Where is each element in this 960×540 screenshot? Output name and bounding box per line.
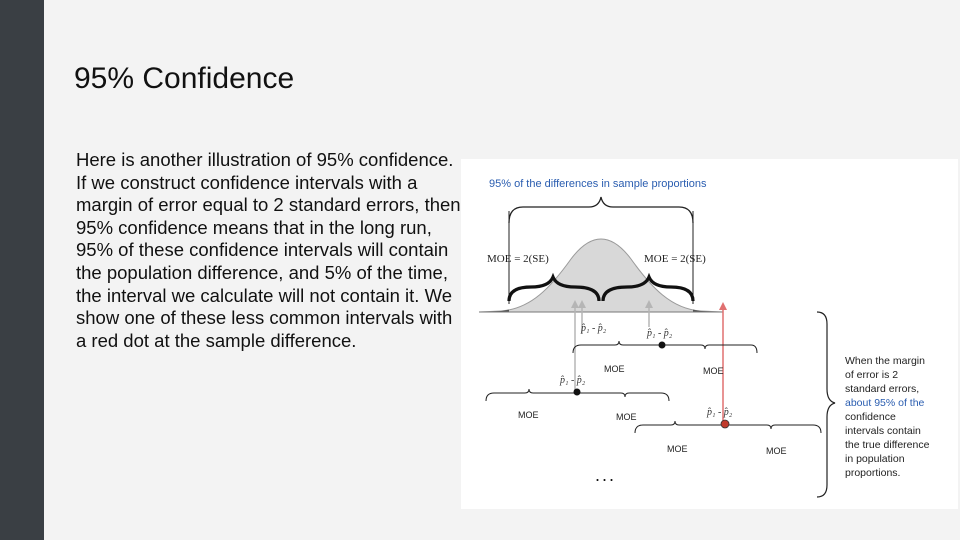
- red-arrow-head: [719, 302, 727, 310]
- interval-1-left-brace: [572, 340, 660, 354]
- interval-2-right-brace: [579, 392, 670, 402]
- left-accent-bar: [0, 0, 44, 540]
- side-note-line-9: proportions.: [845, 467, 900, 479]
- side-note-line-5: confidence: [845, 411, 896, 423]
- interval-1-moe-right: MOE: [703, 366, 724, 376]
- diff-label-2: p̂₁ - p̂₂: [646, 328, 673, 339]
- interval-3-left-brace: [634, 420, 722, 434]
- interval-2-left-brace: [485, 388, 575, 402]
- interval-3-moe-right: MOE: [766, 446, 787, 456]
- side-note: When the margin of error is 2 standard e…: [845, 355, 930, 479]
- figure-svg: 95% of the differences in sample proport…: [478, 178, 930, 498]
- interval-1-dot: [658, 341, 666, 349]
- diff-label-3: p̂₁ - p̂₂: [559, 375, 586, 386]
- side-note-line-8: in population: [845, 453, 905, 465]
- slide-body-text: Here is another illustration of 95% conf…: [76, 149, 461, 351]
- side-note-line-2: of error is 2: [845, 369, 898, 381]
- right-tail: [693, 309, 723, 312]
- arrow-3-head: [571, 300, 579, 308]
- left-tail: [479, 309, 509, 312]
- diff-label-1: p̂₁ - p̂₂: [580, 323, 607, 334]
- diff-label-4: p̂₁ - p̂₂: [706, 407, 733, 418]
- moe-right-label: MOE = 2(SE): [644, 253, 706, 265]
- ellipsis: ...: [595, 465, 616, 485]
- interval-2-moe-left: MOE: [518, 410, 539, 420]
- slide-title: 95% Confidence: [74, 62, 295, 95]
- moe-brace-right: [601, 272, 695, 302]
- figure-caption: 95% of the differences in sample proport…: [489, 178, 707, 190]
- interval-2-dot: [573, 388, 581, 396]
- side-note-line-4: about 95% of the: [845, 397, 925, 409]
- arrow-1-head: [578, 300, 586, 308]
- interval-1-right-brace: [664, 344, 758, 354]
- right-side-brace: [816, 311, 836, 498]
- interval-1-moe-left: MOE: [604, 364, 625, 374]
- side-note-line-6: intervals contain: [845, 425, 921, 437]
- top-brace: [508, 196, 694, 224]
- interval-2-moe-right: MOE: [616, 412, 637, 422]
- side-note-line-3: standard errors,: [845, 383, 919, 395]
- arrow-2-head: [645, 300, 653, 308]
- interval-3-right-brace: [728, 424, 822, 434]
- interval-3-moe-left: MOE: [667, 444, 688, 454]
- moe-left-label: MOE = 2(SE): [487, 253, 549, 265]
- confidence-interval-figure: 95% of the differences in sample proport…: [461, 159, 958, 509]
- distribution-curve: [478, 238, 724, 313]
- side-note-line-1: When the margin: [845, 355, 925, 367]
- moe-brace-left: [507, 272, 601, 302]
- side-note-line-7: the true difference: [845, 439, 930, 451]
- interval-3-red-dot: [720, 419, 730, 429]
